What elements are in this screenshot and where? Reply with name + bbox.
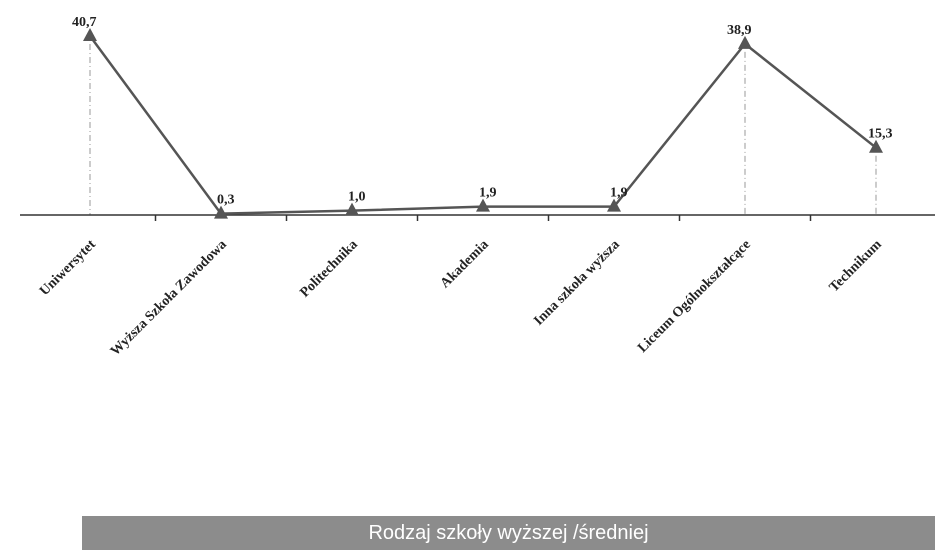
x-axis-title: Rodzaj szkoły wyższej /średniej bbox=[82, 516, 935, 550]
category-labels: Uniwersytet Wyższa Szkoła Zawodowa Politec… bbox=[37, 237, 885, 359]
data-value-label: 40,7 bbox=[72, 15, 97, 30]
data-value-label: 0,3 bbox=[217, 193, 235, 208]
data-point-marker bbox=[476, 198, 490, 212]
category-label: Uniwersytet bbox=[37, 237, 99, 299]
category-label: Akademia bbox=[438, 237, 492, 291]
data-point-marker bbox=[83, 27, 97, 41]
category-label: Politechnika bbox=[297, 237, 360, 300]
data-value-label: 1,0 bbox=[348, 190, 366, 205]
data-point-marker bbox=[214, 205, 228, 219]
value-labels: 40,7 0,3 1,0 1,9 1,9 38,9 15,3 bbox=[72, 15, 893, 208]
data-value-label: 1,9 bbox=[479, 186, 497, 201]
data-markers bbox=[83, 27, 883, 219]
category-label: Inna szkoła wyższa bbox=[531, 237, 622, 328]
data-value-label: 1,9 bbox=[610, 186, 628, 201]
data-value-label: 38,9 bbox=[727, 23, 752, 38]
data-point-marker bbox=[869, 139, 883, 153]
line-chart: 40,7 0,3 1,0 1,9 1,9 38,9 15,3 Uniwersytet Wyżs… bbox=[20, 15, 935, 359]
data-point-marker bbox=[345, 202, 359, 216]
x-axis-ticks bbox=[154, 215, 812, 221]
category-label: Wyższa Szkoła Zawodowa bbox=[108, 237, 230, 359]
drop-lines bbox=[89, 43, 877, 215]
category-label: Technikum bbox=[827, 237, 885, 295]
category-label: Liceum Ogólnokształcące bbox=[635, 237, 754, 356]
data-point-marker bbox=[607, 198, 621, 212]
data-point-marker bbox=[738, 35, 752, 49]
data-value-label: 15,3 bbox=[868, 127, 893, 142]
